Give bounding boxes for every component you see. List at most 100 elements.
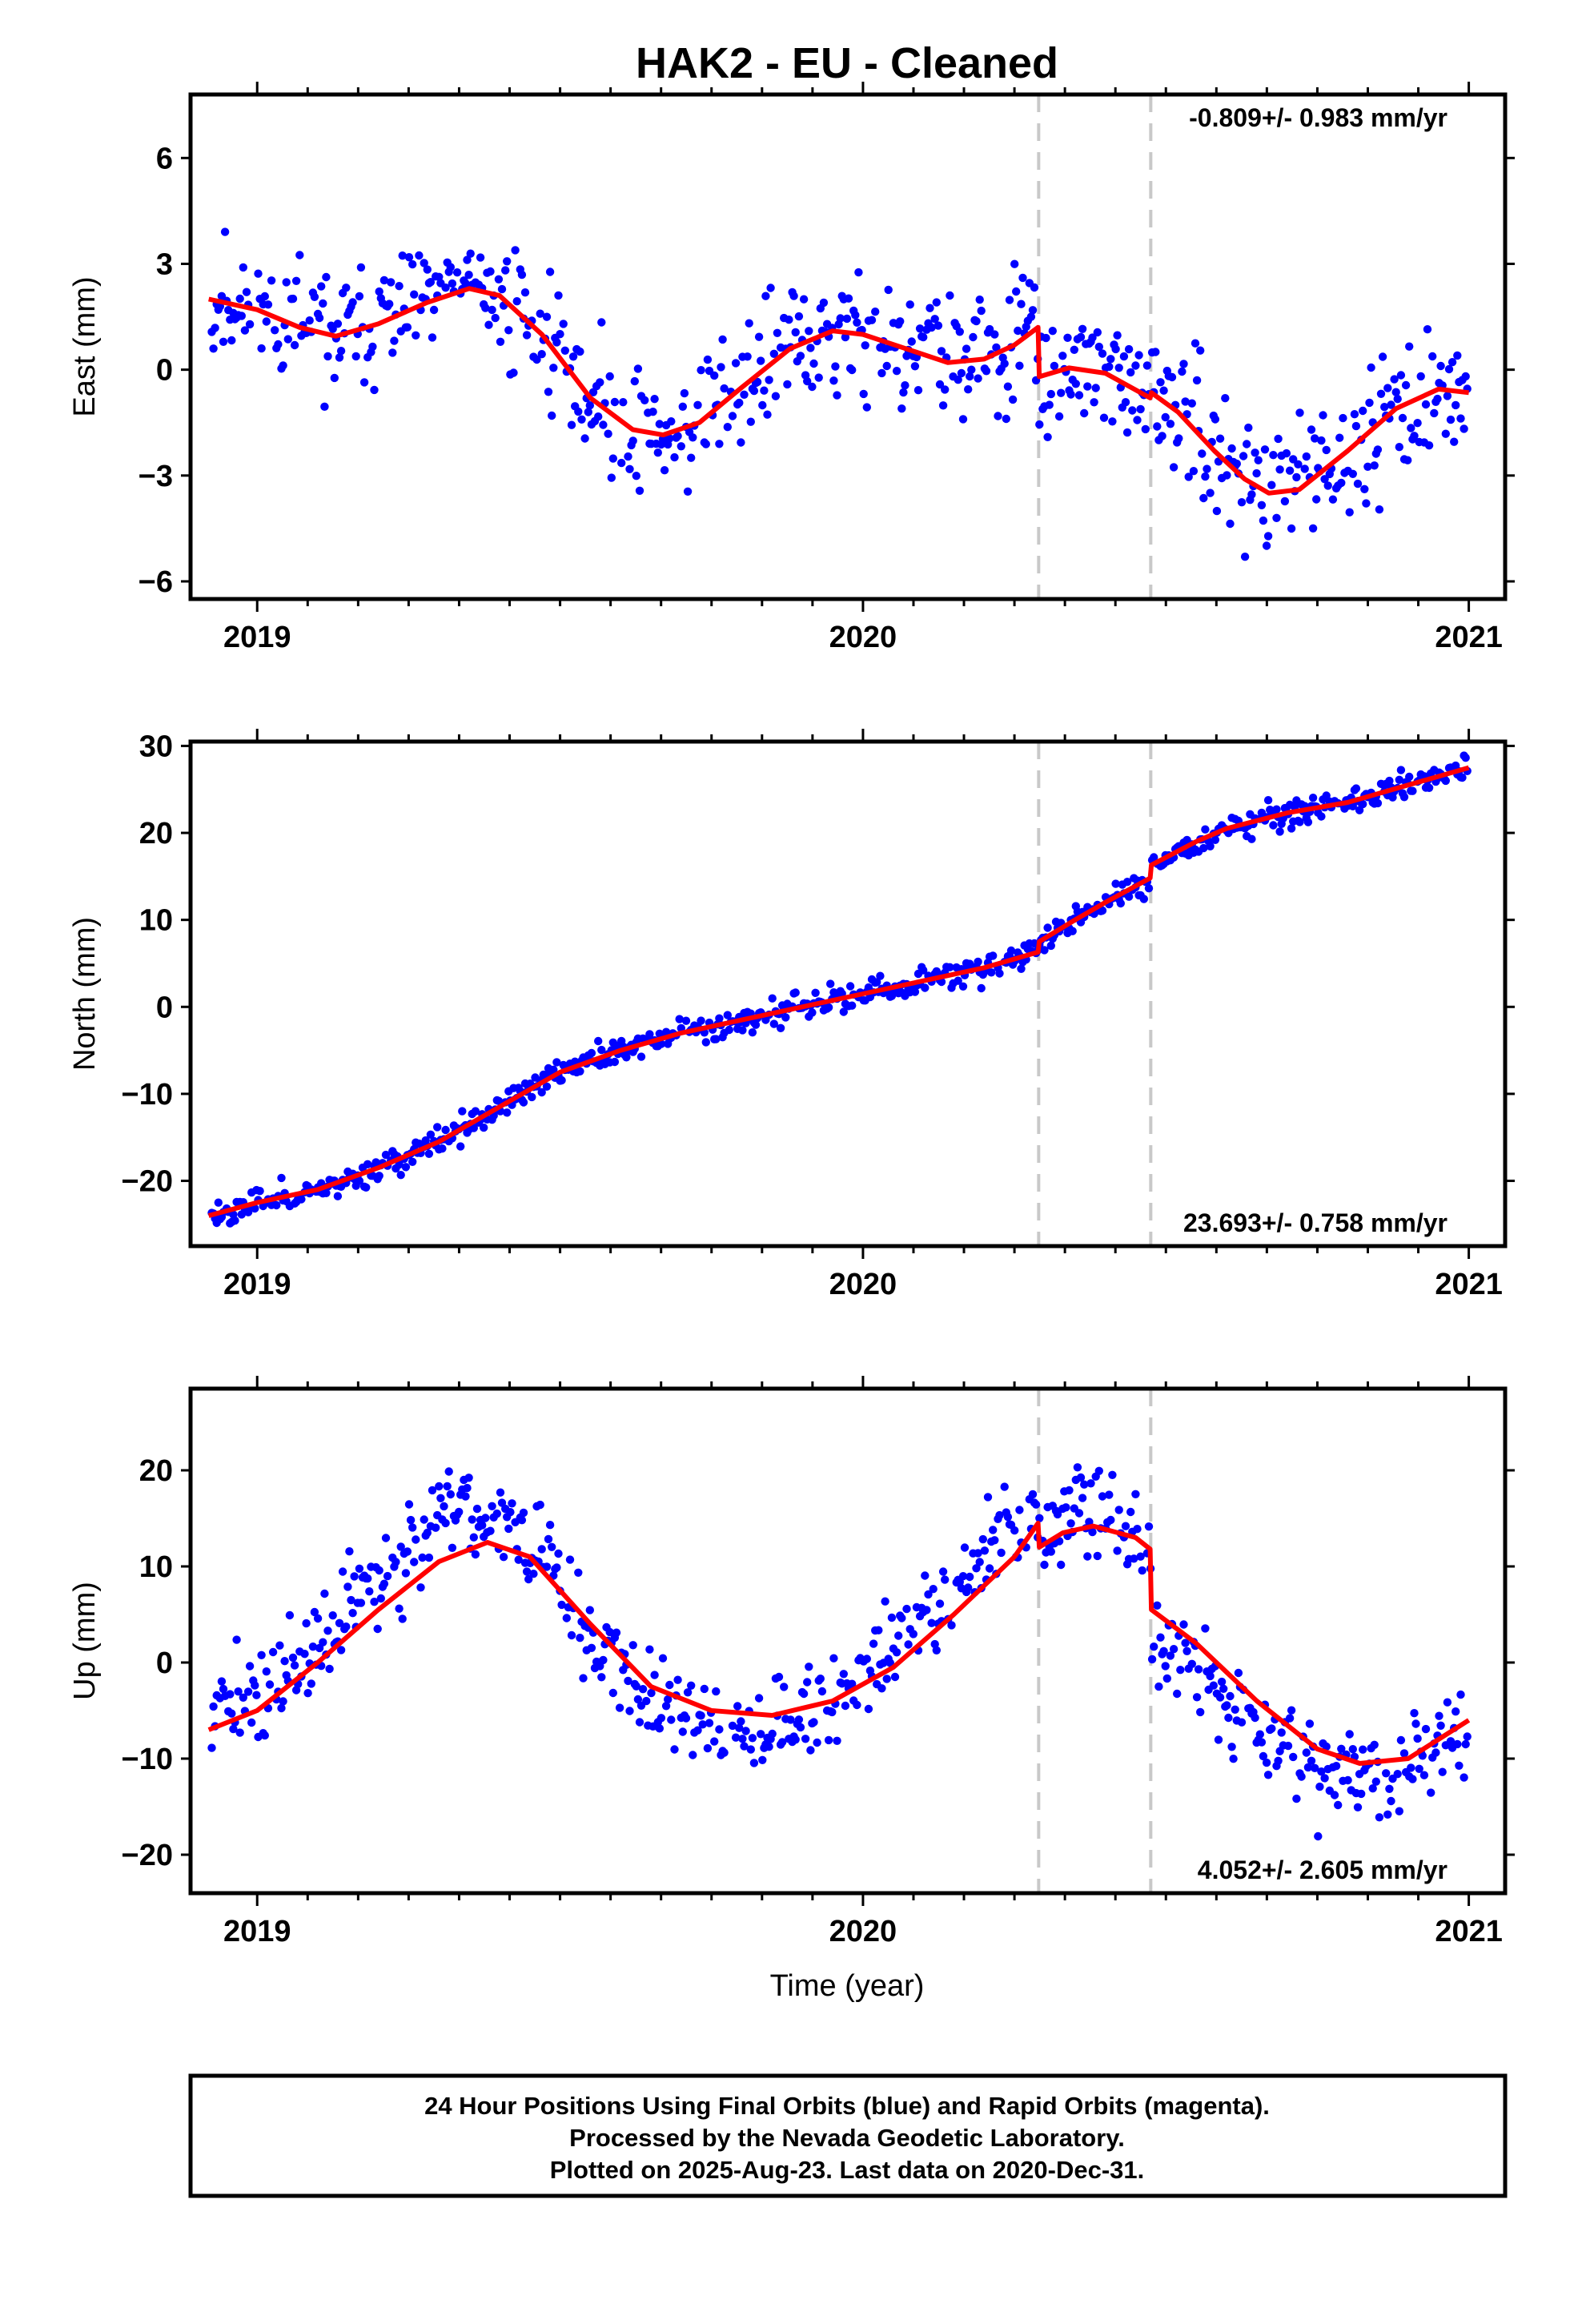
north-point-302 <box>781 1013 790 1022</box>
north-point-285 <box>748 1028 757 1037</box>
up-point-441 <box>1053 1510 1062 1519</box>
north-point-325 <box>824 1003 833 1012</box>
east-point-435 <box>1035 420 1044 429</box>
east-point-477 <box>1111 344 1120 354</box>
east-point-485 <box>1124 344 1134 354</box>
east-point-274 <box>743 352 752 361</box>
east-point-85 <box>368 342 377 352</box>
up-ytick-label-1: −10 <box>122 1743 173 1776</box>
up-point-53 <box>308 1642 318 1651</box>
up-point-258 <box>687 1681 696 1690</box>
east-point-465 <box>1088 333 1097 342</box>
up-point-416 <box>1003 1513 1013 1522</box>
up-point-248 <box>665 1680 674 1690</box>
up-point-343 <box>864 1704 873 1714</box>
east-point-509 <box>1167 372 1177 382</box>
north-point-152 <box>494 1096 504 1106</box>
east-point-550 <box>1244 423 1253 432</box>
east-point-371 <box>919 332 928 342</box>
north-ytick-label-0: −20 <box>122 1165 173 1199</box>
east-point-529 <box>1206 489 1215 497</box>
east-point-357 <box>896 317 905 326</box>
up-point-460 <box>1085 1518 1094 1526</box>
up-point-449 <box>1066 1519 1075 1528</box>
up-point-510 <box>1187 1659 1197 1668</box>
east-point-570 <box>1285 466 1295 475</box>
east-point-161 <box>517 270 527 279</box>
up-point-42 <box>288 1653 298 1663</box>
up-point-266 <box>703 1743 713 1753</box>
north-point-583 <box>1308 794 1318 802</box>
up-point-414 <box>1000 1482 1009 1491</box>
up-point-395 <box>966 1572 974 1582</box>
up-point-16 <box>235 1728 244 1737</box>
east-point-100 <box>398 251 407 260</box>
east-point-382 <box>941 385 950 394</box>
east-point-157 <box>509 368 518 377</box>
up-point-568 <box>1297 1772 1306 1781</box>
up-point-152 <box>488 1502 496 1511</box>
east-point-63 <box>328 324 337 333</box>
east-point-490 <box>1134 351 1143 360</box>
east-point-164 <box>522 331 532 340</box>
up-point-72 <box>342 1622 351 1631</box>
east-point-278 <box>749 386 759 396</box>
up-point-154 <box>492 1509 501 1518</box>
north-point-439 <box>1040 946 1049 955</box>
east-point-95 <box>388 348 397 357</box>
up-point-326 <box>828 1707 837 1717</box>
east-point-475 <box>1108 417 1117 426</box>
east-frame <box>188 92 1508 601</box>
up-point-566 <box>1292 1794 1301 1803</box>
up-point-64 <box>328 1611 337 1620</box>
east-point-255 <box>703 355 713 364</box>
east-point-417 <box>1005 296 1014 304</box>
north-point-631 <box>1399 793 1409 802</box>
up-point-138 <box>463 1483 472 1493</box>
east-point-603 <box>1350 410 1359 419</box>
up-point-169 <box>519 1508 528 1518</box>
east-point-616 <box>1373 445 1383 454</box>
up-point-552 <box>1263 1771 1273 1779</box>
east-point-528 <box>1203 464 1211 473</box>
east-point-329 <box>842 314 852 324</box>
east-point-597 <box>1337 478 1346 488</box>
north-point-234 <box>645 1030 654 1039</box>
east-point-2 <box>209 344 218 353</box>
east-point-468 <box>1093 328 1102 337</box>
east-point-75 <box>348 298 357 307</box>
east-point-108 <box>415 251 424 260</box>
north-point-294 <box>768 994 777 1003</box>
east-point-513 <box>1174 434 1183 443</box>
east-point-441 <box>1045 400 1054 409</box>
east-point-22 <box>242 287 251 296</box>
up-point-295 <box>768 1729 777 1739</box>
east-point-350 <box>884 285 893 295</box>
up-point-166 <box>514 1555 523 1564</box>
east-point-399 <box>972 316 981 326</box>
east-point-199 <box>588 388 598 396</box>
up-point-646 <box>1453 1739 1462 1749</box>
up-point-69 <box>336 1646 346 1655</box>
up-point-538 <box>1237 1718 1247 1727</box>
up-point-284 <box>746 1745 755 1754</box>
east-point-115 <box>426 278 436 287</box>
east-point-209 <box>607 473 616 482</box>
east-point-663 <box>1460 424 1468 433</box>
north-ytick-label-1: −10 <box>122 1078 173 1112</box>
up-point-456 <box>1078 1494 1087 1502</box>
up-point-36 <box>277 1703 286 1713</box>
east-point-620 <box>1380 403 1389 412</box>
up-point-99 <box>391 1558 400 1566</box>
up-point-649 <box>1460 1773 1468 1782</box>
east-point-410 <box>994 412 1002 420</box>
up-point-14 <box>232 1635 241 1644</box>
east-point-289 <box>769 349 778 358</box>
east-point-290 <box>771 392 781 400</box>
up-point-121 <box>435 1482 444 1491</box>
east-point-90 <box>379 275 389 285</box>
east-point-402 <box>977 306 986 316</box>
east-point-30 <box>262 317 271 326</box>
north-point-45 <box>297 1195 306 1204</box>
up-point-641 <box>1443 1698 1452 1707</box>
